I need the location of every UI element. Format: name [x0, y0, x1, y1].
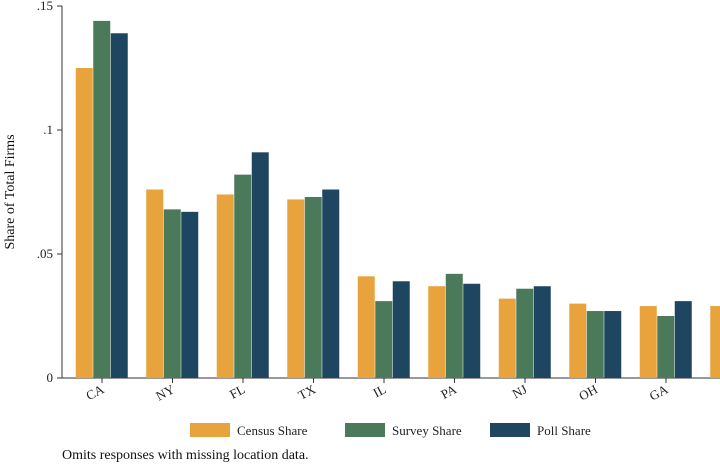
x-tick-label: PA	[438, 381, 459, 402]
bar-nj-census-share	[498, 298, 516, 378]
x-tick-labels: CA NY FL TX IL PA NJ OH GA NC	[83, 378, 720, 403]
y-tick-label: 0	[47, 370, 54, 385]
bar-pa-survey-share	[445, 273, 463, 378]
y-tick-label: .1	[43, 122, 53, 137]
bar-tx-survey-share	[304, 196, 322, 378]
legend-label: Survey Share	[392, 423, 462, 438]
x-tick-label: NC	[718, 381, 720, 403]
bar-nc-census-share	[710, 306, 720, 378]
legend-swatch	[190, 423, 230, 437]
bar-nj-survey-share	[516, 288, 534, 378]
bar-il-survey-share	[375, 301, 393, 378]
x-tick-label: NJ	[510, 381, 530, 401]
bar-pa-poll-share	[463, 283, 481, 378]
chart-legend: Census Share Survey Share Poll Share	[190, 423, 591, 438]
bar-ny-poll-share	[181, 211, 199, 378]
bar-ga-survey-share	[657, 316, 675, 378]
bar-tx-poll-share	[322, 189, 340, 378]
bar-fl-survey-share	[234, 174, 252, 378]
legend-label: Poll Share	[537, 423, 591, 438]
legend-swatch	[345, 423, 385, 437]
bar-ca-census-share	[75, 68, 93, 378]
legend-swatch	[490, 423, 530, 437]
y-tick-label: .05	[37, 246, 53, 261]
bar-il-poll-share	[392, 281, 410, 378]
x-tick-label: CA	[83, 381, 107, 403]
bar-ny-survey-share	[163, 209, 181, 378]
bar-fl-census-share	[216, 194, 234, 378]
bar-il-census-share	[357, 276, 375, 378]
x-tick-label: TX	[296, 381, 319, 403]
x-tick-label: OH	[576, 381, 600, 403]
x-tick-label: NY	[153, 381, 177, 403]
bar-ny-census-share	[146, 189, 164, 378]
x-tick-label: IL	[371, 381, 389, 400]
chart-note: Omits responses with missing location da…	[62, 448, 309, 463]
bar-pa-census-share	[428, 286, 446, 378]
bar-ga-poll-share	[674, 301, 692, 378]
y-tick-labels: 0 .05 .1 .15	[37, 0, 62, 385]
x-tick-label: GA	[647, 381, 671, 403]
y-axis-title: Share of Total Firms	[3, 134, 18, 249]
bar-oh-survey-share	[586, 311, 604, 378]
bar-oh-poll-share	[604, 311, 622, 378]
bar-fl-poll-share	[251, 152, 269, 378]
x-tick-label: FL	[227, 381, 247, 401]
bar-nj-poll-share	[533, 286, 551, 378]
bar-tx-census-share	[287, 199, 305, 378]
bar-ca-poll-share	[110, 33, 128, 378]
chart-bars	[75, 20, 720, 378]
bar-ga-census-share	[639, 306, 657, 378]
y-tick-label: .15	[37, 0, 53, 13]
bar-oh-census-share	[569, 303, 587, 378]
bar-ca-survey-share	[93, 20, 111, 378]
legend-label: Census Share	[237, 423, 308, 438]
